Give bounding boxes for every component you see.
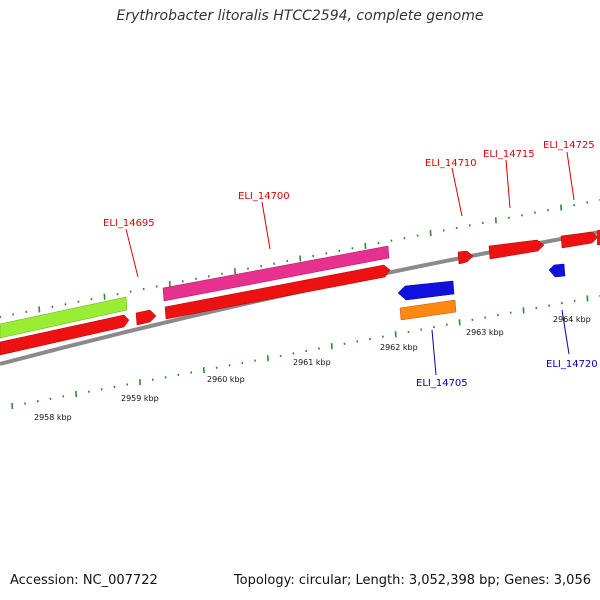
gene-label-eli-14700[interactable]: ELI_14700 [238,191,290,202]
scale-label: 2959 kbp [121,394,159,403]
cds-arrow[interactable] [164,264,391,320]
scale-labels: 2958 kbp 2959 kbp 2960 kbp 2961 kbp 2962… [34,315,591,422]
genome-summary: Topology: circular; Length: 3,052,398 bp… [233,573,591,588]
gene-blue-arrow[interactable] [548,263,566,278]
pointer-eli-14700 [261,201,271,250]
scale-label: 2960 kbp [207,375,245,384]
gene-label-eli-14725[interactable]: ELI_14725 [543,140,595,151]
gene-label-eli-14715[interactable]: ELI_14715 [483,149,535,160]
cds-arrow[interactable] [457,250,474,265]
pointer-eli-14715 [505,159,511,209]
scale-label: 2961 kbp [293,358,331,367]
pointer-eli-14705 [431,329,437,376]
cds-arrow[interactable] [597,230,600,245]
gene-label-eli-14720[interactable]: ELI_14720 [546,359,598,370]
gene-label-eli-14705[interactable]: ELI_14705 [416,378,468,389]
scale-label: 2962 kbp [380,343,418,352]
scale-label: 2958 kbp [34,413,72,422]
scale-label: 2963 kbp [466,328,504,337]
gene-label-eli-14695[interactable]: ELI_14695 [103,218,155,229]
accession-text: Accession: NC_007722 [10,573,158,588]
pointer-eli-14720 [561,309,570,355]
gene-labels: ELI_14695 ELI_14700 ELI_14705 ELI_14710 … [103,140,598,389]
pointer-eli-14695 [125,228,139,278]
scale-label: 2964 kbp [553,315,591,324]
gene-pink[interactable] [162,245,390,302]
label-pointers [125,151,575,376]
gene-features [0,230,600,356]
cds-arrow[interactable] [560,231,599,249]
gene-green[interactable] [0,296,128,339]
cds-arrow[interactable] [0,314,130,356]
cds-arrow[interactable] [488,239,545,260]
cds-arrow[interactable] [135,309,157,326]
map-title: Erythrobacter litoralis HTCC2594, comple… [116,8,484,24]
gene-blue-arrow[interactable] [397,280,455,301]
gene-label-eli-14710[interactable]: ELI_14710 [425,158,477,169]
gene-orange[interactable] [399,299,457,321]
pointer-eli-14710 [451,167,463,217]
pointer-eli-14725 [566,151,575,201]
tick-marks [0,199,600,410]
